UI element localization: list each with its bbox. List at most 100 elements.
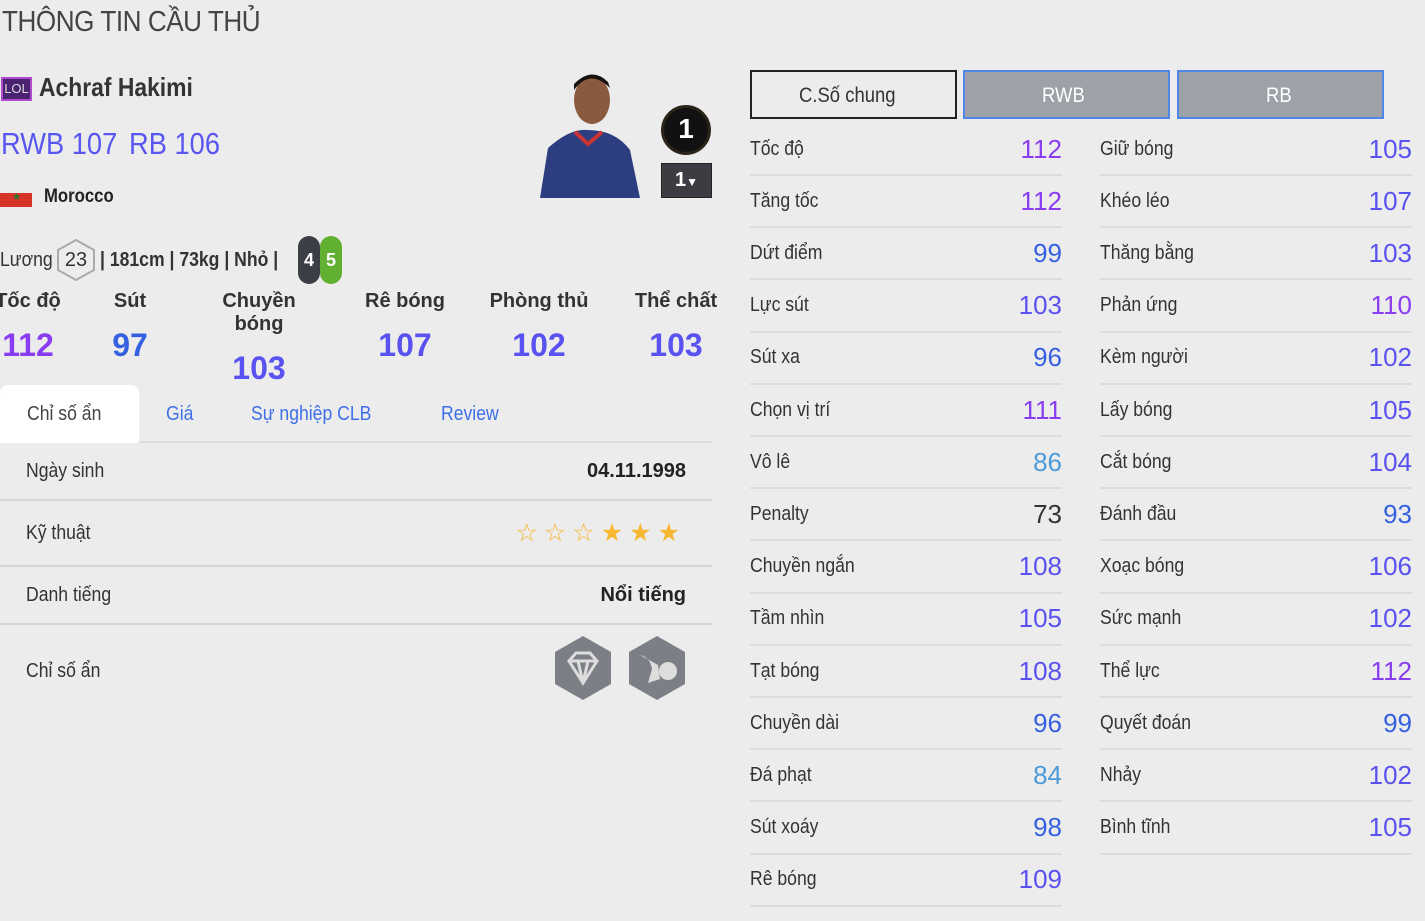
stat-row: Quyết đoán 99 [1100, 698, 1412, 751]
position-rating-text: RWB 107 [1, 126, 118, 161]
stat-value: 103 [1018, 290, 1062, 321]
player-photo [530, 68, 645, 198]
stat-label: Kèm người [1100, 346, 1188, 369]
foot-ratings: 4 5 [298, 236, 342, 284]
stat-label: Dứt điểm [750, 241, 823, 264]
tab-rwb[interactable]: RWB [963, 70, 1170, 119]
stat-value: 105 [1368, 133, 1412, 164]
speed-dribbler-icon[interactable] [628, 635, 686, 701]
stat-label: Penalty [750, 502, 809, 525]
stat-value: 98 [1033, 812, 1062, 843]
position-rating-text: RB 106 [129, 126, 220, 161]
stat-row: Đá phạt 84 [750, 750, 1062, 803]
stat-value: 110 [1370, 290, 1412, 321]
stat-value: 99 [1383, 707, 1412, 738]
star-filled-icon: ★ [600, 519, 630, 547]
stat-value: 111 [1022, 394, 1062, 425]
stat-row: Đánh đầu 93 [1100, 489, 1412, 542]
nation: Morocco [44, 186, 123, 208]
stat-label: Chuyền dài [750, 711, 840, 734]
stat-value: 112 [1370, 655, 1412, 686]
main-stat-label: Tốc độ [0, 290, 61, 312]
star-empty-icon: ☆ [543, 519, 573, 547]
hidden-traits-row: Chỉ số ẩn [0, 625, 712, 717]
left-foot-rating: 4 [298, 236, 320, 284]
reputation-value: Nổi tiếng [600, 583, 686, 606]
stat-row: Tăng tốc 112 [750, 176, 1062, 229]
stat-row: Tầm nhìn 105 [750, 594, 1062, 646]
stat-row: Penalty 73 [750, 489, 1062, 542]
star-filled-icon: ★ [657, 519, 686, 547]
stat-label: Lấy bóng [1100, 398, 1173, 421]
stat-label: Nhảy [1100, 763, 1142, 786]
stat-label: Đá phạt [750, 763, 812, 786]
stat-row: Sút xoáy 98 [750, 803, 1062, 855]
player-name-text: Achraf Hakimi [39, 72, 193, 102]
stat-value: 105 [1368, 394, 1412, 425]
stat-row: Khéo léo 107 [1100, 176, 1412, 229]
tab-hidden-stats[interactable]: Chỉ số ẩn [0, 385, 139, 443]
stat-row: Tốc độ 112 [750, 124, 1062, 176]
main-stat-value: 103 [232, 350, 286, 386]
stat-row: Rê bóng 109 [750, 855, 1062, 907]
main-stat-value: 107 [378, 327, 432, 363]
tab-review[interactable]: Review [441, 403, 500, 425]
position-rating: RWB 107 [1, 126, 133, 162]
tab-club-career[interactable]: Sự nghiệp CLB [250, 403, 372, 425]
reputation-label: Danh tiếng [26, 583, 112, 606]
stat-row: Chuyền ngắn 108 [750, 542, 1062, 594]
stat-row: Thể lực 112 [1100, 646, 1412, 698]
stat-row: Tạt bóng 108 [750, 646, 1062, 698]
stat-value: 106 [1368, 551, 1412, 582]
stat-label: Xoạc bóng [1100, 555, 1185, 578]
stat-value: 109 [1018, 864, 1062, 895]
body-details: | 181cm | 73kg | Nhỏ | [100, 248, 279, 271]
stat-row: Cắt bóng 104 [1100, 437, 1412, 490]
stat-value: 99 [1033, 237, 1062, 268]
stat-row: Giữ bóng 105 [1100, 124, 1412, 176]
stat-row: Phản ứng 110 [1100, 281, 1412, 333]
main-stat-4: Phòng thủ 102 [479, 290, 599, 364]
stat-label: Đánh đầu [1100, 502, 1177, 525]
caret-down-icon: ▼ [686, 175, 698, 189]
stat-label: Tăng tốc [750, 189, 819, 212]
season-badge: LOL [1, 77, 32, 101]
salary-badge: 23 [56, 238, 96, 282]
main-stat-label: Sút [113, 290, 147, 312]
position-rating: RB 106 [129, 126, 232, 162]
stat-value: 112 [1020, 133, 1062, 164]
stat-value: 102 [1368, 342, 1412, 373]
stat-label: Khéo léo [1100, 189, 1170, 212]
season-badge-text: LOL [4, 81, 29, 96]
diamond-icon[interactable] [554, 635, 612, 701]
main-stat-label: Rê bóng [365, 290, 445, 312]
birthdate-value: 04.11.1998 [587, 459, 686, 482]
stat-label: Tốc độ [750, 137, 804, 160]
stat-value: 96 [1033, 707, 1062, 738]
tab-general-stats[interactable]: C.Số chung [750, 70, 957, 119]
stat-label: Sút xa [750, 346, 800, 369]
salary-label: Lương [0, 248, 53, 271]
tab-rb[interactable]: RB [1177, 70, 1384, 119]
stat-label: Phản ứng [1100, 294, 1178, 317]
star-empty-icon: ☆ [515, 519, 544, 547]
stat-row: Sức mạnh 102 [1100, 594, 1412, 646]
page-title: THÔNG TIN CẦU THỦ [2, 6, 261, 38]
stat-value: 107 [1368, 185, 1412, 216]
skill-stars: ☆☆☆★★★ [515, 518, 686, 548]
stat-value: 73 [1033, 498, 1062, 529]
stat-label: Cắt bóng [1100, 450, 1172, 473]
main-stat-value: 103 [649, 327, 703, 363]
stat-label: Sút xoáy [750, 816, 819, 839]
reputation-row: Danh tiếng Nổi tiếng [0, 567, 712, 625]
info-tabs: Chỉ số ẩn Giá Sự nghiệp CLB Review [0, 385, 712, 443]
stat-label: Giữ bóng [1100, 137, 1174, 160]
stat-value: 86 [1033, 446, 1062, 477]
birthdate-row: Ngày sinh 04.11.1998 [0, 443, 712, 501]
nation-text: Morocco [44, 186, 114, 207]
tab-price[interactable]: Giá [165, 403, 193, 425]
skill-moves-label: Kỹ thuật [26, 521, 91, 544]
stat-label: Chọn vị trí [750, 398, 831, 421]
upgrade-level-dropdown[interactable]: 1▼ [661, 163, 712, 198]
main-stat-value: 112 [2, 327, 54, 363]
